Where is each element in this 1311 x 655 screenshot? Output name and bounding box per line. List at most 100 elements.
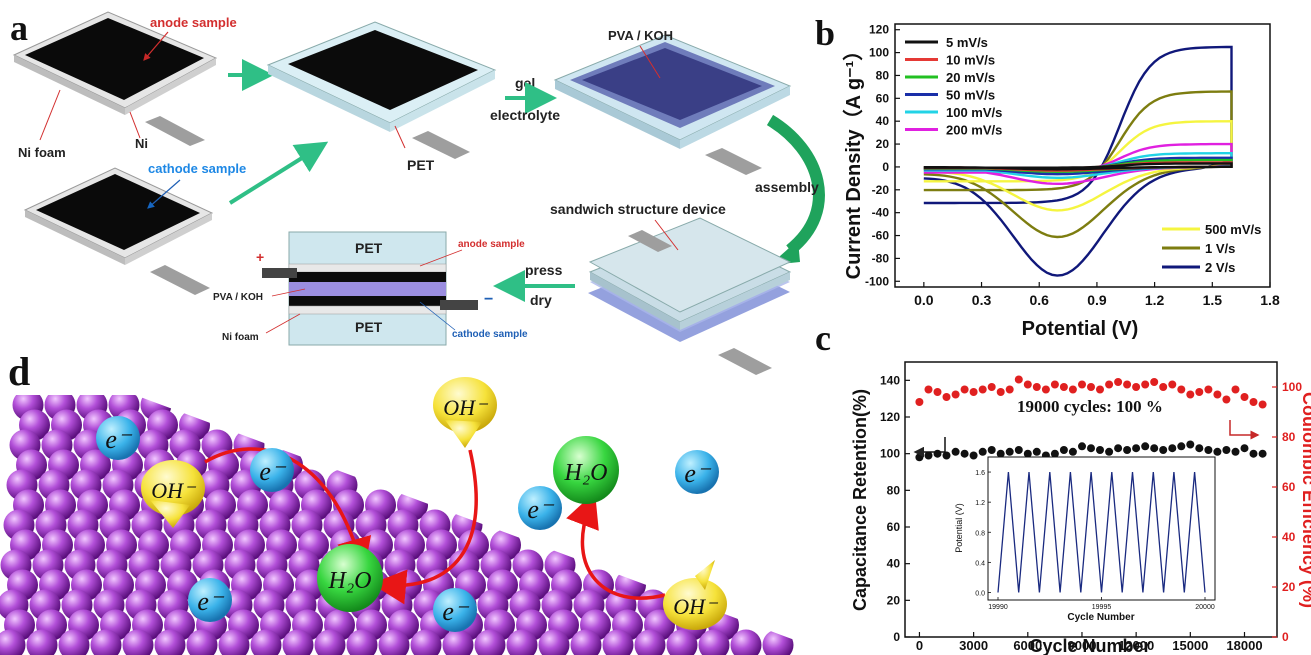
retention-point <box>1168 444 1177 453</box>
ni-foam-small-label: Ni foam <box>222 332 259 343</box>
cv-y-tick-label: 60 <box>876 91 890 105</box>
sphere <box>154 629 186 655</box>
svg-text:e⁻: e⁻ <box>105 425 133 454</box>
retention-point <box>1050 449 1059 458</box>
reaction-arrow-1 <box>204 447 372 574</box>
efficiency-point <box>1014 375 1023 384</box>
cycling-y-tick-label: 20 <box>887 593 901 607</box>
inset-y-tick-label: 0.0 <box>975 590 985 597</box>
cv-y-tick-label: 40 <box>876 114 890 128</box>
inset-y-tick-label: 0.8 <box>975 530 985 537</box>
sphere <box>442 629 474 655</box>
sphere <box>346 629 378 655</box>
retention-point <box>1231 447 1240 456</box>
electron: e⁻ <box>188 578 232 622</box>
cycling-y-tick-label: 0 <box>893 630 900 644</box>
cycling-y2-tick-label: 40 <box>1282 530 1296 544</box>
svg-text:e⁻: e⁻ <box>684 459 712 488</box>
sphere <box>282 629 314 655</box>
efficiency-point <box>951 390 960 399</box>
retention-point <box>1213 447 1222 456</box>
sphere <box>314 629 346 655</box>
inset-charge-discharge-line <box>997 472 1206 593</box>
cycling-y-tick-label: 100 <box>880 447 900 461</box>
cv-y-tick-label: 120 <box>869 23 889 37</box>
cv-y-tick-label: 20 <box>876 137 890 151</box>
cv-x-tick-label: 0.3 <box>972 292 992 308</box>
sphere <box>602 629 634 655</box>
pva-koh-plate <box>553 34 792 175</box>
retention-point <box>915 453 924 462</box>
cv-y-tick-label: -80 <box>872 251 890 265</box>
retention-point <box>1141 442 1150 451</box>
efficiency-point <box>1222 395 1231 404</box>
sphere <box>474 629 506 655</box>
electron: e⁻ <box>675 450 719 494</box>
inset-y-tick-label: 1.6 <box>975 470 985 477</box>
efficiency-point <box>1105 380 1114 389</box>
cycling-x-tick-label: 0 <box>916 638 923 653</box>
pet-bottom-label: PET <box>355 319 383 335</box>
pet-top-label: PET <box>355 240 383 256</box>
cycling-y-tick-label: 60 <box>887 520 901 534</box>
retention-point <box>1032 447 1041 456</box>
retention-point <box>1105 447 1114 456</box>
efficiency-point <box>1005 385 1014 394</box>
efficiency-point <box>1159 383 1168 391</box>
cycling-x-axis-label: Cycle Number <box>1029 636 1150 655</box>
efficiency-point <box>987 383 996 391</box>
efficiency-point <box>1150 378 1159 386</box>
cv-x-tick-label: 1.2 <box>1145 292 1165 308</box>
cycling-y-axis-right-label: Coulombic Efficiency (%) <box>1299 392 1311 608</box>
cv-y-tick-label: -40 <box>872 206 890 220</box>
efficiency-point <box>1078 380 1086 389</box>
cycling-x-tick-label: 6000 <box>1013 638 1042 653</box>
cv-y-tick-label: 100 <box>869 46 889 60</box>
cv-x-axis-label: Potential (V) <box>1022 318 1139 340</box>
electron: e⁻ <box>250 448 294 492</box>
retention-point <box>996 449 1005 458</box>
cv-x-tick-label: 0.0 <box>914 292 934 308</box>
cv-legend-label: 10 mV/s <box>946 53 995 68</box>
cv-y-axis-label: Current Density（A g⁻¹） <box>842 41 865 280</box>
reaction-surface: e⁻ e⁻ e⁻ e⁻ e⁻ e⁻ OH⁻ OH⁻ OH⁻ H₂O H₂O <box>0 377 794 655</box>
sphere <box>634 629 666 655</box>
efficiency-point <box>1132 383 1141 391</box>
cv-legend-label: 100 mV/s <box>946 105 1002 120</box>
anode-sample-small-label: anode sample <box>458 239 525 250</box>
pva-koh-label: PVA / KOH <box>608 28 673 43</box>
efficiency-point <box>1213 390 1222 399</box>
retention-point <box>1204 446 1213 454</box>
cv-legend-label: 200 mV/s <box>946 123 1002 138</box>
inset-y-tick-label: 0.4 <box>975 560 985 567</box>
svg-text:e⁻: e⁻ <box>259 457 287 486</box>
inset-y-axis-label: Potential (V) <box>954 503 964 553</box>
sphere <box>90 629 122 655</box>
device-fabrication-schematic: anode sample Ni foam Ni cathode sample P… <box>12 11 825 375</box>
retention-point <box>1195 444 1204 453</box>
efficiency-point <box>1032 383 1041 391</box>
cycling-y2-tick-label: 100 <box>1282 380 1302 394</box>
retention-point <box>1014 446 1023 454</box>
cathode-plate <box>23 167 214 295</box>
cycling-y2-tick-label: 60 <box>1282 480 1296 494</box>
retention-point <box>1005 447 1014 456</box>
efficiency-point <box>1186 390 1195 399</box>
sphere <box>762 629 794 655</box>
efficiency-point <box>924 385 933 394</box>
hydroxide-ion: OH⁻ <box>433 377 497 448</box>
retention-point <box>1222 446 1231 454</box>
efficiency-point <box>1240 393 1249 401</box>
inset-x-tick-label: 20000 <box>1195 604 1215 611</box>
efficiency-point <box>1231 385 1240 394</box>
efficiency-point <box>1123 380 1132 389</box>
electron: e⁻ <box>518 486 562 530</box>
cycling-annotation: 19000 cycles: 100 % <box>1017 397 1163 416</box>
cv-x-tick-label: 1.5 <box>1203 292 1223 308</box>
sphere <box>538 629 570 655</box>
efficiency-point <box>1023 380 1032 389</box>
cv-legend-label: 50 mV/s <box>946 88 995 103</box>
cycling-y-tick-label: 140 <box>880 373 900 387</box>
ni-foam-label: Ni foam <box>18 145 66 160</box>
sphere <box>506 629 538 655</box>
